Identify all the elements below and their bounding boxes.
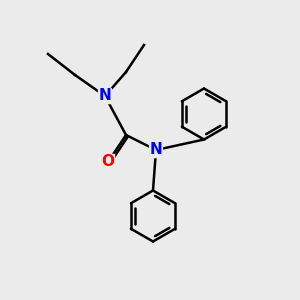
Text: O: O (101, 154, 115, 169)
Text: N: N (99, 88, 111, 104)
Text: N: N (150, 142, 162, 158)
